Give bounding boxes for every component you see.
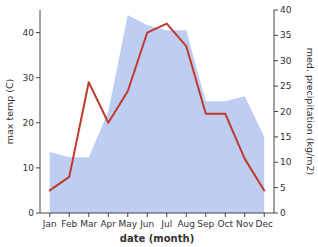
y2-tick <box>274 35 278 36</box>
y2-tick-label: 15 <box>280 132 291 142</box>
y2-tick <box>274 111 278 112</box>
y2-tick-label: 40 <box>280 5 292 15</box>
x-tick-label: Sep <box>197 219 214 229</box>
y-tick <box>36 77 40 78</box>
x-tick <box>205 213 206 217</box>
x-tick <box>186 213 187 217</box>
x-tick <box>127 213 128 217</box>
y-tick-label: 10 <box>23 163 35 173</box>
line <box>50 24 265 191</box>
y2-tick-label: 10 <box>280 157 292 167</box>
y2-axis-title: med. precipitation (kg/m2) <box>305 48 316 175</box>
y-tick <box>36 122 40 123</box>
x-tick <box>264 213 265 217</box>
y-tick-label: 40 <box>23 28 35 38</box>
y-tick <box>36 213 40 214</box>
x-tick <box>244 213 245 217</box>
x-tick-label: Mar <box>80 219 97 229</box>
x-tick-label: Jan <box>42 219 57 229</box>
chart: 0 10 20 30 40 0 5 10 15 20 25 30 35 40 Jan FebMarAprMay… <box>0 0 318 247</box>
y-tick-label: 30 <box>23 73 35 83</box>
area <box>50 15 265 213</box>
x-axis-title: date (month) <box>120 233 194 244</box>
plot-area <box>50 15 265 213</box>
y-tick-label: 0 <box>28 208 34 218</box>
y2-tick-label: 30 <box>280 56 292 66</box>
x-tick-label: Oct <box>217 219 233 229</box>
x-tick <box>147 213 148 217</box>
x-tick-label: Dec <box>256 219 273 229</box>
background <box>0 0 318 247</box>
chart-container: 0 10 20 30 40 0 5 10 15 20 25 30 35 40 Jan FebMarAprMay… <box>0 0 318 247</box>
y2-tick <box>274 187 278 188</box>
x-tick <box>88 213 89 217</box>
y2-tick <box>274 162 278 163</box>
x-tick-label: Aug <box>177 219 195 229</box>
x-tick <box>166 213 167 217</box>
y2-tick <box>274 136 278 137</box>
y2-tick <box>274 60 278 61</box>
x-tick <box>69 213 70 217</box>
x-tick-label: Apr <box>100 219 116 229</box>
x-tick-label: Feb <box>61 219 77 229</box>
y-axis-line <box>40 10 41 213</box>
y2-tick-label: 25 <box>280 81 291 91</box>
y2-tick-label: 5 <box>280 183 286 193</box>
x-tick <box>225 213 226 217</box>
y-axis-title: max temp (C) <box>4 79 15 145</box>
y-tick <box>36 167 40 168</box>
x-tick-label: Jul <box>160 219 172 229</box>
x-tick <box>49 213 50 217</box>
y-tick-label: 20 <box>23 118 35 128</box>
y2-tick <box>274 213 278 214</box>
y2-tick-label: 20 <box>280 107 292 117</box>
x-tick <box>108 213 109 217</box>
y2-tick <box>274 86 278 87</box>
y2-tick-label: 0 <box>280 208 286 218</box>
y2-tick-label: 35 <box>280 30 291 40</box>
y2-tick <box>274 10 278 11</box>
x-tick-label: Jun <box>139 219 154 229</box>
y-tick <box>36 32 40 33</box>
x-axis-line <box>40 213 274 214</box>
x-tick-label: May <box>118 219 137 229</box>
x-tick-label: Nov <box>236 219 254 229</box>
